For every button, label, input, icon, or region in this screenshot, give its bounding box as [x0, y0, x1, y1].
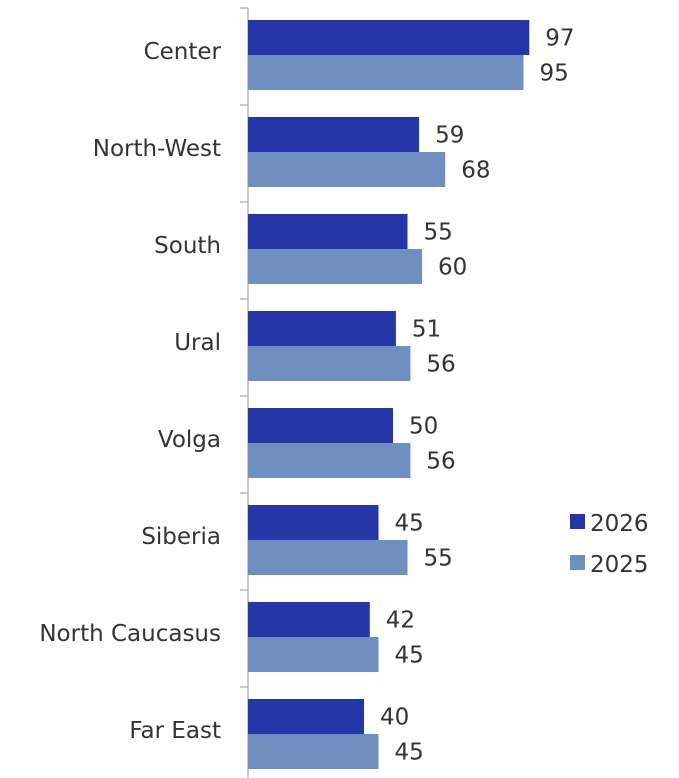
bar-volga-2025 [248, 443, 411, 478]
bar-volga-2026 [248, 408, 393, 443]
value-label-siberia-2026: 45 [395, 511, 424, 537]
bar-north-caucasus-2025 [248, 637, 379, 672]
legend-swatch-2025 [570, 555, 585, 570]
bar-north-caucasus-2026 [248, 602, 370, 637]
value-label-center-2026: 97 [545, 26, 574, 52]
bar-ural-2026 [248, 311, 396, 346]
y-axis-ticks [240, 7, 248, 688]
value-label-far-east-2026: 40 [380, 705, 409, 731]
category-label-north-caucasus: North Caucasus [39, 621, 221, 647]
bar-siberia-2025 [248, 540, 408, 575]
value-label-north-caucasus-2025: 45 [395, 643, 424, 669]
legend: 2026 2025 [570, 511, 649, 578]
bar-center-2026 [248, 20, 530, 55]
category-label-center: Center [144, 39, 222, 65]
value-label-center-2025: 95 [540, 61, 569, 87]
value-label-south-2026: 55 [424, 220, 453, 246]
bar-far-east-2025 [248, 734, 379, 769]
bar-siberia-2026 [248, 505, 379, 540]
category-label-siberia: Siberia [141, 524, 221, 550]
legend-swatch-2026 [570, 514, 585, 529]
value-label-north-west-2025: 68 [461, 158, 490, 184]
category-labels: Center North-West South Ural Volga Siberia Nor… [39, 39, 221, 744]
value-label-ural-2026: 51 [412, 317, 441, 343]
category-label-ural: Ural [174, 330, 221, 356]
value-label-far-east-2025: 45 [395, 740, 424, 766]
value-label-siberia-2025: 55 [424, 546, 453, 572]
value-label-south-2025: 60 [438, 255, 467, 281]
bars [248, 20, 530, 769]
bar-north-west-2025 [248, 152, 446, 187]
legend-label-2026: 2026 [590, 511, 649, 537]
bar-north-west-2026 [248, 117, 420, 152]
value-label-volga-2025: 56 [426, 449, 455, 475]
bar-ural-2025 [248, 346, 411, 381]
bar-south-2026 [248, 214, 408, 249]
category-label-north-west: North-West [93, 136, 221, 162]
value-label-north-west-2026: 59 [435, 123, 464, 149]
category-label-volga: Volga [158, 427, 221, 453]
legend-label-2025: 2025 [590, 552, 649, 578]
category-label-far-east: Far East [129, 718, 221, 744]
bar-far-east-2026 [248, 699, 364, 734]
category-label-south: South [154, 233, 221, 259]
value-label-ural-2025: 56 [426, 352, 455, 378]
bar-center-2025 [248, 55, 524, 90]
value-label-volga-2026: 50 [409, 414, 438, 440]
value-label-north-caucasus-2026: 42 [386, 608, 415, 634]
bar-south-2025 [248, 249, 422, 284]
